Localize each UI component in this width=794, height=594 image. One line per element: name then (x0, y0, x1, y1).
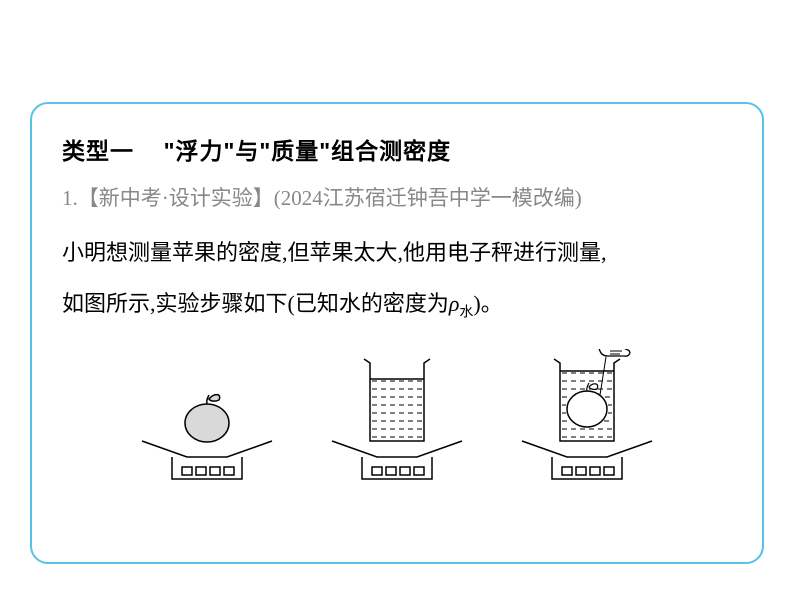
rho-symbol: ρ (449, 291, 460, 316)
heading-prefix: 类型一 (62, 138, 134, 164)
question-body: 小明想测量苹果的密度,但苹果太大,他用电子秤进行测量, 如图所示,实验步骤如下(… (62, 228, 732, 329)
rho-subscript: 水 (459, 305, 473, 320)
body-line2a: 如图所示,实验步骤如下(已知水的密度为 (62, 291, 449, 316)
content-box: 类型一 "浮力"与"质量"组合测密度 1.【新中考·设计实验】(2024江苏宿迁… (30, 102, 764, 564)
body-line2b: )。 (473, 291, 502, 316)
heading-title: "浮力"与"质量"组合测密度 (164, 138, 452, 164)
figure-apple-in-beaker (512, 349, 662, 484)
figure-row (62, 349, 732, 484)
figure-apple-on-scale (132, 349, 282, 484)
question-number: 1. (62, 186, 78, 210)
body-line1: 小明想测量苹果的密度,但苹果太大,他用电子秤进行测量, (62, 240, 607, 265)
exam-tag: 新中考·设计实验 (99, 186, 253, 210)
section-heading: 类型一 "浮力"与"质量"组合测密度 (62, 132, 732, 166)
figure-beaker-on-scale (322, 349, 472, 484)
bracket-close-icon: 】 (253, 186, 274, 210)
bracket-open-icon: 【 (78, 186, 99, 210)
source-citation: (2024江苏宿迁钟吾中学一模改编) (274, 186, 582, 210)
question-source: 1.【新中考·设计实验】(2024江苏宿迁钟吾中学一模改编) (62, 182, 732, 212)
